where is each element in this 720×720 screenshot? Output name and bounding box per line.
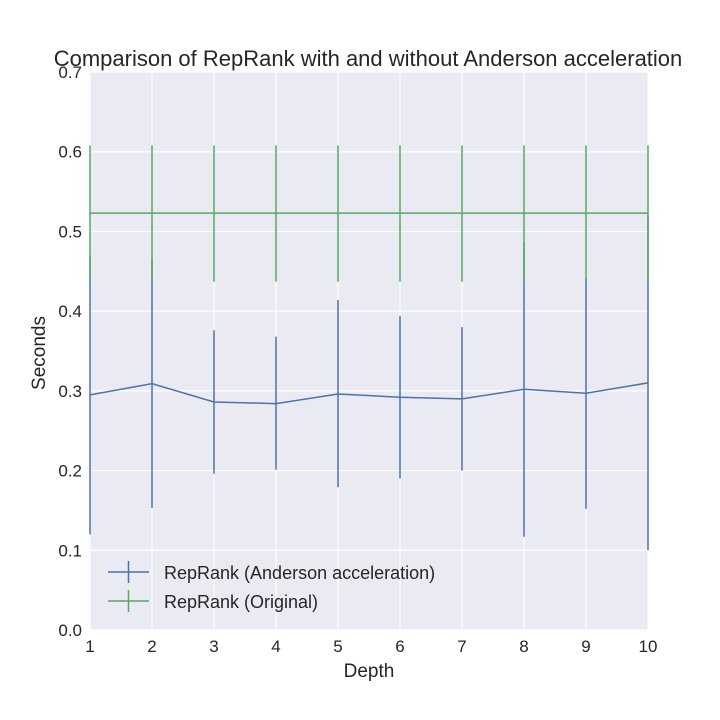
y-tick-labels: 0.0 0.1 0.2 0.3 0.4 0.5 0.6 0.7 [58,63,82,640]
y-tick-label: 0.4 [58,302,82,321]
y-tick-label: 0.3 [58,382,82,401]
legend-item-anderson: RepRank (Anderson acceleration) [108,561,435,583]
x-tick-label: 5 [333,637,342,656]
y-tick-label: 0.0 [58,621,82,640]
y-tick-label: 0.1 [58,541,82,560]
plot-series [89,145,649,551]
y-tick-label: 0.7 [58,63,82,82]
x-tick-label: 2 [147,637,156,656]
x-axis-label: Depth [344,661,395,682]
x-tick-labels: 1 2 3 4 5 6 7 8 9 10 [85,637,657,656]
legend-label-original: RepRank (Original) [164,592,318,612]
x-tick-label: 6 [395,637,404,656]
y-tick-label: 0.5 [58,222,82,241]
series-line [89,382,649,405]
y-tick-label: 0.6 [58,143,82,162]
x-tick-label: 4 [271,637,280,656]
series-0 [89,215,649,551]
x-tick-label: 7 [457,637,466,656]
series-1 [89,145,649,282]
x-tick-label: 8 [519,637,528,656]
x-tick-label: 1 [85,637,94,656]
y-tick-label: 0.2 [58,462,82,481]
legend-label-anderson: RepRank (Anderson acceleration) [164,563,435,583]
legend-item-original: RepRank (Original) [108,590,318,612]
legend: RepRank (Anderson acceleration) RepRank … [108,561,435,612]
x-tick-label: 9 [581,637,590,656]
y-axis-label: Seconds [29,316,50,390]
chart-title: Comparison of RepRank with and without A… [54,46,683,71]
x-tick-label: 3 [209,637,218,656]
x-tick-label: 10 [639,637,658,656]
plot-area [90,72,648,630]
